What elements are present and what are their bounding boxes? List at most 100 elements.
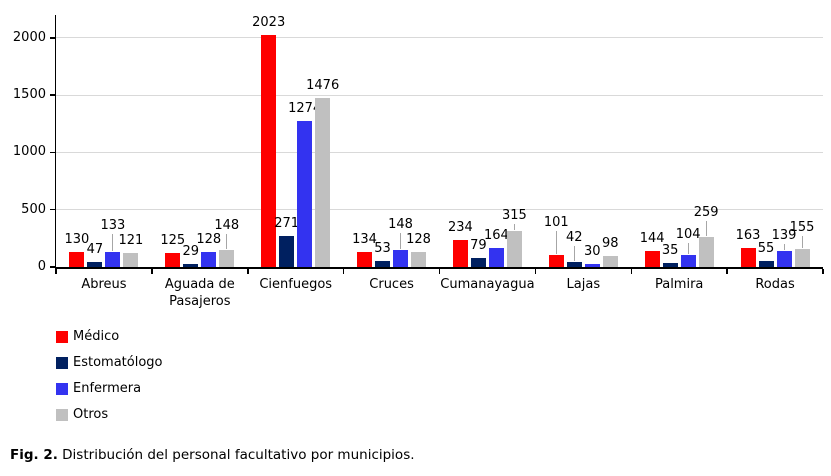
value-label: 139: [771, 228, 797, 244]
label-leader-line: [513, 223, 515, 230]
chart-legend: Médico Estomatólogo Enfermera Otros: [56, 324, 163, 428]
x-category-label: Cruces: [369, 277, 414, 292]
x-axis-tick: [342, 269, 345, 274]
bar-otros-8: [794, 249, 810, 267]
y-tick-label: 1000: [12, 144, 46, 160]
bar-estomatólogo-1: [87, 261, 103, 267]
value-label: 130: [64, 232, 90, 248]
value-label: 128: [406, 232, 431, 248]
label-leader-line: [687, 243, 689, 255]
legend-label: Enfermera: [73, 381, 142, 396]
value-label: 98: [602, 235, 619, 251]
x-category-label: Abreus: [81, 277, 127, 292]
figure-caption: Fig. 2. Distribución del personal facult…: [10, 447, 415, 464]
gridline: [56, 209, 823, 211]
y-tick-label: 500: [21, 201, 46, 217]
legend-item-enfermera: Enfermera: [56, 376, 163, 402]
y-axis-tick: [50, 266, 55, 268]
y-axis: [54, 15, 56, 269]
label-leader-line: [573, 246, 575, 262]
x-category-label: Cumanayagua: [440, 277, 535, 292]
gridline: [56, 151, 823, 153]
bar-estomatólogo-4: [375, 260, 391, 267]
bar-otros-2: [219, 250, 235, 267]
value-label: 101: [543, 215, 569, 231]
x-category-label: Lajas: [566, 277, 601, 292]
bar-otros-6: [602, 255, 618, 267]
value-label: 315: [502, 207, 527, 223]
value-label: 128: [196, 232, 222, 248]
value-label: 271: [274, 215, 300, 231]
bar-otros-3: [315, 97, 331, 267]
label-leader-line: [705, 221, 707, 237]
x-axis-tick: [55, 269, 57, 274]
legend-item-estomatólogo: Estomatólogo: [56, 350, 163, 376]
bar-estomatólogo-7: [662, 262, 678, 267]
figure-label: Fig. 2.: [10, 447, 58, 463]
bar-médico-8: [740, 248, 756, 267]
y-tick-label: 1500: [12, 87, 46, 103]
y-tick-label: 2000: [12, 29, 46, 45]
legend-label: Otros: [73, 407, 109, 422]
value-label: 35: [661, 242, 679, 258]
y-axis-tick: [50, 37, 55, 39]
value-label: 148: [388, 217, 413, 233]
value-label: 79: [470, 237, 487, 253]
value-label: 53: [374, 240, 391, 256]
value-label: 1476: [306, 77, 340, 93]
bar-médico-6: [548, 255, 564, 267]
bar-médico-2: [165, 252, 181, 267]
bar-chart: 0 500 1000 1500 2000 130 47 133 121 Abreus 125 29 12…: [12, 15, 824, 309]
y-axis-tick: [50, 94, 55, 96]
value-label: 121: [118, 233, 144, 249]
y-axis-tick: [50, 208, 55, 211]
y-tick-label: 0: [37, 259, 46, 274]
value-label: 259: [693, 205, 719, 221]
x-axis-tick: [247, 269, 249, 274]
x-category-label: Palmira: [654, 277, 704, 292]
value-label: 133: [100, 217, 126, 233]
caption-text: Distribución del personal facultativo po…: [57, 447, 415, 463]
x-axis-tick: [630, 269, 632, 274]
bar-médico-7: [644, 250, 660, 267]
bar-estomatólogo-2: [183, 263, 199, 267]
label-leader-line: [112, 233, 114, 251]
value-label: 2023: [252, 15, 286, 31]
bar-médico-5: [452, 240, 468, 267]
value-label: 163: [735, 228, 761, 244]
x-category-label: Rodas: [755, 277, 795, 292]
value-label: 55: [757, 240, 775, 256]
bar-otros-4: [411, 252, 427, 267]
bar-enfermera-6: [584, 263, 600, 267]
label-leader-line: [226, 234, 228, 250]
bar-enfermera-4: [393, 250, 409, 267]
bar-estomatólogo-6: [566, 262, 582, 267]
value-label: 29: [182, 243, 200, 259]
legend-swatch-estomatólogo: [56, 357, 68, 369]
bar-estomatólogo-3: [279, 235, 295, 267]
label-leader-line: [400, 233, 402, 250]
value-label: 104: [675, 227, 701, 243]
x-axis-tick: [822, 269, 824, 274]
legend-swatch-otros: [56, 409, 68, 421]
bar-médico-1: [69, 252, 85, 267]
bar-enfermera-8: [776, 251, 792, 267]
bar-otros-7: [698, 237, 714, 267]
y-axis-tick: [50, 151, 55, 154]
value-label: 148: [214, 218, 240, 234]
value-label: 164: [484, 228, 509, 244]
value-label: 125: [160, 232, 186, 248]
bar-enfermera-2: [201, 252, 217, 267]
bar-enfermera-3: [297, 121, 313, 267]
value-label: 47: [86, 241, 104, 257]
x-axis-tick: [151, 269, 153, 274]
bar-enfermera-7: [680, 255, 696, 267]
value-label: 155: [789, 220, 815, 236]
x-category-label: Cienfuegos: [259, 277, 333, 292]
bar-enfermera-1: [105, 251, 121, 267]
label-leader-line: [801, 236, 803, 249]
value-label: 134: [352, 231, 377, 247]
label-leader-line: [783, 244, 785, 251]
value-label: 1274: [288, 101, 322, 117]
x-axis-tick: [534, 269, 537, 274]
